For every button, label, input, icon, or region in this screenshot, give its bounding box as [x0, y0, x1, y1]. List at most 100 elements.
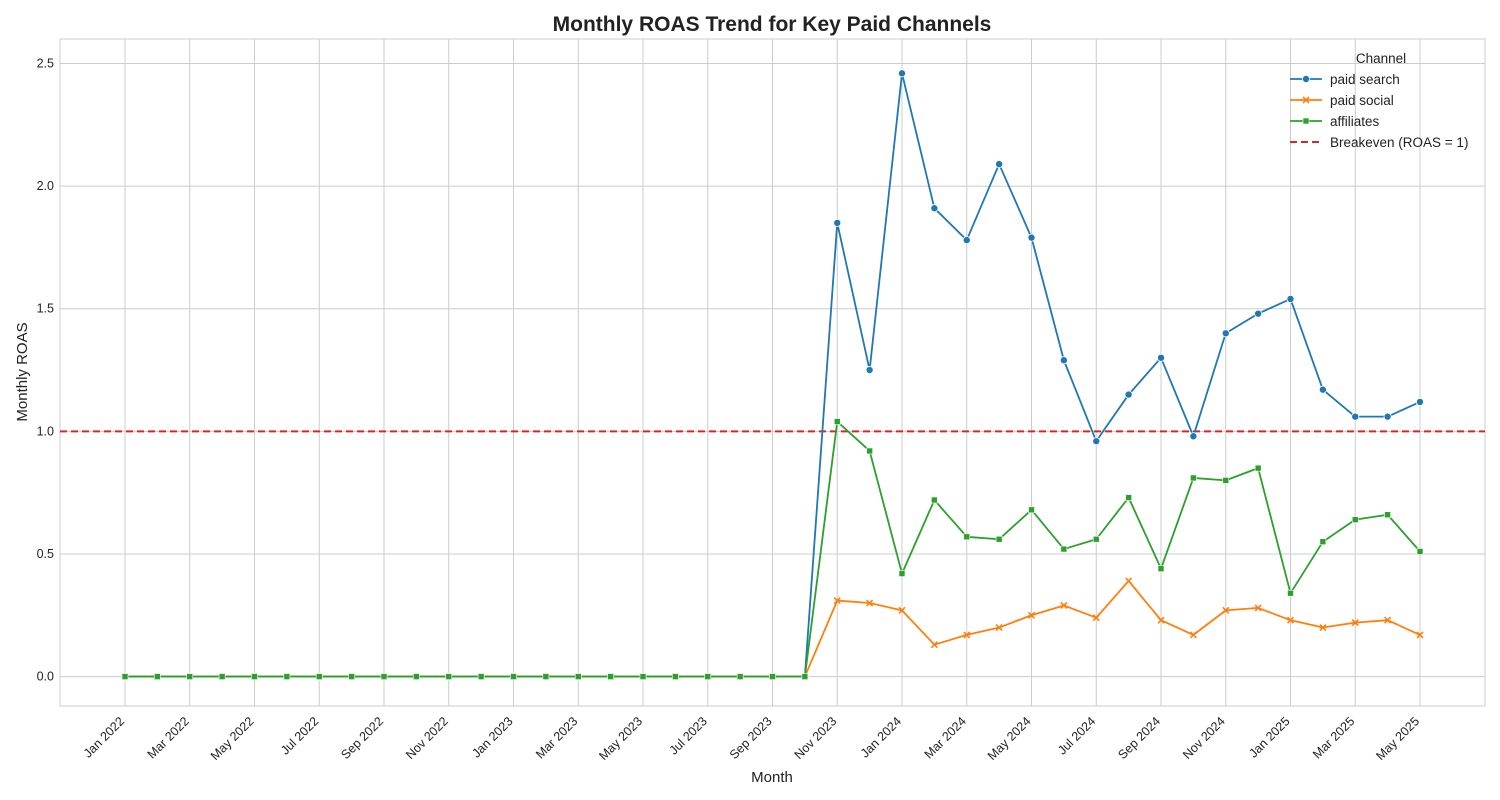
data-point-paid-social [995, 623, 1003, 632]
data-point-paid-search [1318, 385, 1327, 394]
data-point-affiliates [445, 673, 453, 680]
x-tick-label: May 2022 [208, 714, 257, 763]
legend-title: Channel [1356, 51, 1406, 66]
data-point-affiliates [1222, 477, 1230, 484]
data-point-affiliates [1125, 494, 1132, 501]
y-tick-labels: 0.0 0.5 1.0 1.5 2.0 2.5 [37, 57, 54, 684]
legend-marker [1302, 96, 1310, 104]
data-point-affiliates [413, 673, 420, 680]
legend-label: affiliates [1330, 114, 1380, 129]
data-point-paid-social [833, 596, 841, 605]
x-tick-label: Jul 2022 [278, 714, 321, 757]
plot-frame [59, 38, 1486, 707]
legend-marker [1302, 75, 1311, 84]
data-point-paid-social [1027, 611, 1036, 619]
data-point-paid-social [866, 599, 874, 607]
legend-item-paid-social: paid social [1290, 93, 1394, 108]
data-point-paid-social [1092, 614, 1100, 622]
data-point-affiliates [1384, 511, 1391, 519]
data-point-paid-search [1157, 353, 1166, 362]
x-tick-label: Sep 2022 [338, 714, 386, 762]
legend-label: paid search [1330, 72, 1400, 87]
data-point-affiliates [931, 496, 938, 504]
x-tick-label: Mar 2023 [533, 714, 580, 761]
x-tick-label: May 2023 [596, 714, 645, 763]
grid-lines [60, 39, 1485, 706]
series-lines [121, 69, 1425, 681]
y-tick-label: 1.0 [37, 424, 54, 438]
data-point-affiliates [736, 673, 744, 680]
y-tick-label: 0.0 [37, 670, 54, 684]
data-point-paid-search [1416, 397, 1425, 406]
data-point-paid-search [1351, 412, 1360, 421]
data-point-paid-social [1351, 619, 1359, 627]
data-point-paid-social [1416, 631, 1424, 639]
data-point-paid-search [1124, 390, 1133, 399]
data-point-paid-search [930, 204, 939, 213]
x-tick-labels: Jan 2022 Mar 2022 May 2022 Jul 2022 Sep 2022… [81, 714, 1422, 763]
data-point-affiliates [251, 673, 258, 680]
data-point-affiliates [672, 673, 679, 680]
data-point-affiliates [607, 673, 614, 680]
data-point-affiliates [121, 673, 129, 680]
data-point-affiliates [1060, 545, 1068, 553]
legend-label: Breakeven (ROAS = 1) [1330, 135, 1468, 150]
x-tick-label: Mar 2022 [145, 714, 192, 761]
data-point-affiliates [542, 673, 550, 680]
data-point-paid-social [1157, 616, 1165, 624]
data-point-paid-search [1383, 412, 1392, 421]
legend: Channel paid search paid social affiliates… [1290, 51, 1468, 150]
x-tick-label: Mar 2024 [922, 714, 969, 761]
data-point-paid-social [898, 606, 906, 614]
data-point-paid-search [995, 160, 1004, 169]
y-tick-label: 2.0 [37, 179, 54, 193]
data-point-paid-social [1222, 606, 1230, 614]
data-point-affiliates [866, 447, 873, 455]
series-affiliates [121, 418, 1424, 680]
x-tick-label: Nov 2022 [403, 714, 451, 762]
data-point-affiliates [898, 570, 906, 577]
data-point-paid-social [1319, 623, 1327, 632]
legend-item-affiliates: affiliates [1290, 114, 1380, 129]
x-tick-label: May 2025 [1373, 714, 1422, 763]
data-point-paid-search [1092, 437, 1101, 446]
data-point-affiliates [574, 673, 582, 680]
data-point-affiliates [348, 673, 355, 680]
data-point-affiliates [186, 673, 194, 680]
x-tick-label: Jul 2024 [1055, 714, 1098, 757]
data-point-paid-search [1286, 294, 1295, 303]
data-point-paid-search [898, 69, 907, 78]
data-point-affiliates [315, 673, 323, 680]
data-point-paid-social [1189, 631, 1197, 639]
y-tick-label: 0.5 [37, 547, 54, 561]
x-tick-label: Sep 2023 [727, 714, 775, 762]
x-axis-title: Month [751, 769, 793, 786]
data-point-affiliates [510, 673, 517, 680]
legend-label: paid social [1330, 93, 1394, 108]
x-tick-label: Jan 2025 [1246, 714, 1292, 760]
y-tick-label: 1.5 [37, 302, 54, 316]
x-tick-label: Jul 2023 [667, 714, 710, 757]
data-point-affiliates [963, 533, 971, 541]
data-point-affiliates [833, 418, 841, 425]
x-tick-label: Nov 2023 [792, 714, 840, 762]
x-tick-label: Mar 2025 [1310, 714, 1357, 761]
x-tick-label: Nov 2024 [1180, 714, 1228, 762]
data-point-affiliates [154, 673, 161, 680]
chart-title: Monthly ROAS Trend for Key Paid Channels [553, 13, 992, 36]
data-point-paid-search [962, 236, 971, 245]
data-point-paid-social [1384, 616, 1392, 624]
data-point-affiliates [1190, 474, 1197, 482]
data-point-paid-search [833, 218, 842, 227]
data-point-paid-social [963, 631, 971, 639]
data-point-affiliates [1351, 516, 1359, 523]
data-point-paid-search [1189, 432, 1198, 441]
data-point-affiliates [283, 673, 291, 680]
data-point-paid-social [1286, 616, 1295, 624]
x-tick-label: May 2024 [985, 714, 1034, 763]
x-tick-label: Jan 2024 [858, 714, 904, 760]
data-point-paid-search [1027, 233, 1036, 242]
data-point-affiliates [995, 535, 1003, 543]
data-point-affiliates [1157, 565, 1165, 572]
data-point-paid-search [1221, 329, 1230, 338]
